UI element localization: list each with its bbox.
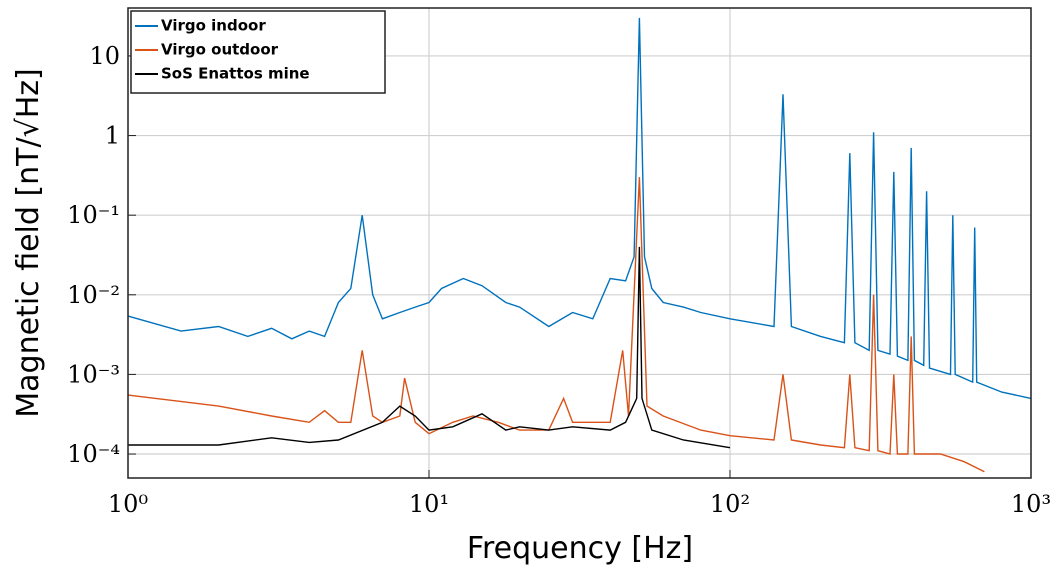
y-tick-label: 10⁻³ <box>67 360 120 388</box>
x-tick-label: 10¹ <box>409 490 449 518</box>
series-line <box>127 17 1032 400</box>
y-tick-label: 10⁻¹ <box>67 201 120 229</box>
series-line <box>128 246 731 449</box>
legend-label: SoS Enattos mine <box>161 65 310 83</box>
series-line <box>127 177 985 473</box>
legend-box <box>130 10 386 94</box>
y-tick-label: 10⁻⁴ <box>67 440 120 468</box>
x-axis-label: Frequency [Hz] <box>467 531 693 566</box>
y-tick-label: 10⁻² <box>67 281 120 309</box>
y-tick-label: 10 <box>89 42 120 70</box>
x-tick-label: 10⁰ <box>108 490 148 518</box>
legend-label: Virgo indoor <box>161 17 266 35</box>
legend-label: Virgo outdoor <box>161 41 279 59</box>
plot-frame <box>127 7 1032 479</box>
x-tick-label: 10³ <box>1011 490 1051 518</box>
y-tick-label: 1 <box>105 122 120 150</box>
x-tick-label: 10² <box>710 490 750 518</box>
y-axis-label: Magnetic field [nT/√Hz] <box>11 68 46 417</box>
